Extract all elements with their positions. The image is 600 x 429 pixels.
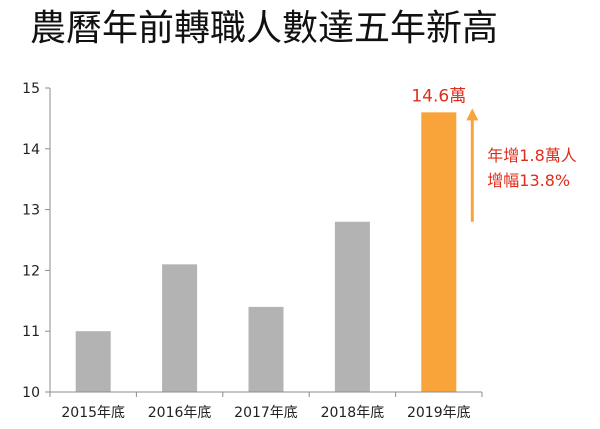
annotation-text: 年增1.8萬人 <box>487 146 576 165</box>
x-tick-label: 2019年底 <box>407 405 471 421</box>
annotation-text: 增幅13.8% <box>487 171 570 190</box>
x-tick-label: 2018年底 <box>321 405 385 421</box>
y-tick-label: 13 <box>22 203 40 219</box>
bar-4 <box>334 221 370 392</box>
data-label: 14.6萬 <box>411 86 466 106</box>
y-tick-label: 12 <box>22 263 40 279</box>
bar-1 <box>75 331 111 392</box>
x-tick-label: 2017年底 <box>234 405 298 421</box>
y-tick-label: 15 <box>22 81 40 97</box>
bar-2 <box>162 264 198 392</box>
bar-3 <box>248 306 284 392</box>
bar-5 <box>421 112 457 392</box>
x-tick-label: 2016年底 <box>148 405 212 421</box>
y-tick-label: 14 <box>22 142 40 158</box>
x-tick-label: 2015年底 <box>61 405 125 421</box>
y-tick-label: 10 <box>22 385 40 401</box>
chart-title: 農曆年前轉職人數達五年新高 <box>30 8 499 49</box>
increase-arrow <box>466 108 479 222</box>
y-tick-label: 11 <box>22 324 40 340</box>
